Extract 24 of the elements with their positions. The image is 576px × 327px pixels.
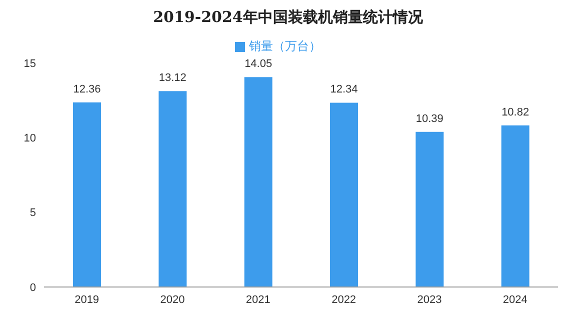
- x-tick-label: 2023: [417, 294, 442, 306]
- data-label: 12.34: [330, 84, 358, 96]
- y-tick-label: 10: [24, 132, 36, 145]
- y-tick-label: 0: [30, 282, 36, 294]
- data-label: 14.05: [244, 58, 272, 70]
- chart-title: 2019-2024年中国装载机销量统计情况: [152, 8, 424, 28]
- bar: [501, 125, 530, 287]
- x-tick-label: 2019: [74, 294, 100, 306]
- data-label: 10.39: [416, 112, 444, 125]
- data-label: 13.12: [158, 72, 186, 84]
- y-tick-label: 15: [24, 58, 36, 70]
- y-tick-label: 5: [30, 207, 36, 220]
- bar: [158, 91, 187, 287]
- x-tick-label: 2022: [332, 294, 356, 306]
- bar: [244, 77, 272, 287]
- bar: [416, 132, 444, 287]
- x-tick-label: 2020: [160, 294, 185, 306]
- data-label: 10.82: [502, 106, 530, 118]
- bar: [73, 102, 101, 287]
- x-tick-label: 2021: [246, 294, 270, 306]
- bar: [330, 102, 358, 287]
- x-tick-label: 2024: [502, 294, 528, 306]
- data-label: 12.36: [73, 83, 101, 96]
- legend-label: 销量（万台）: [249, 39, 321, 53]
